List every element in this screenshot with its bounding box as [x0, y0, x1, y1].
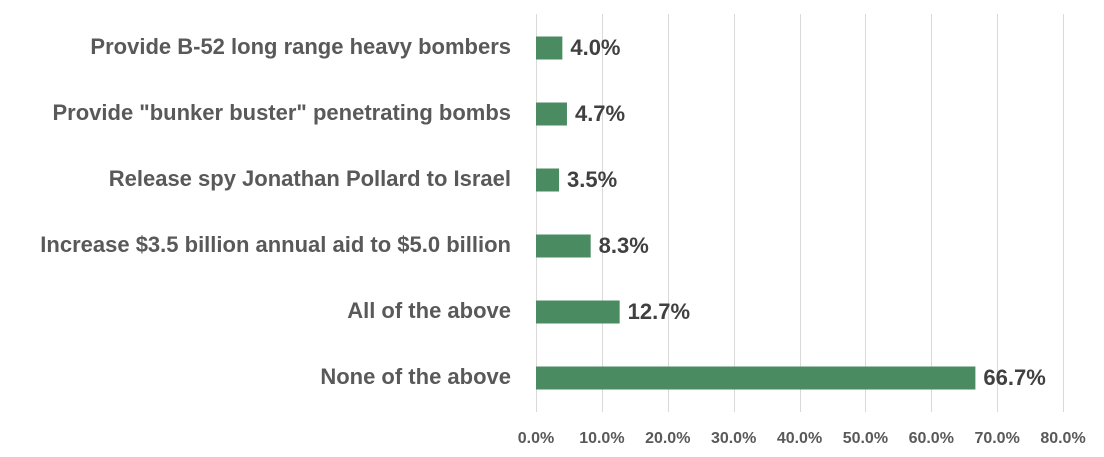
bar-layer — [536, 36, 976, 390]
value-label-3: 8.3% — [599, 233, 649, 258]
category-label-5: None of the above — [320, 364, 511, 389]
category-label-0: Provide B-52 long range heavy bombers — [90, 34, 511, 59]
x-tick-label-3: 30.0% — [711, 430, 756, 447]
bar-5 — [536, 366, 976, 390]
x-tick-label-5: 50.0% — [843, 430, 888, 447]
bar-2 — [536, 168, 560, 192]
value-label-2: 3.5% — [567, 167, 617, 192]
x-tick-label-0: 0.0% — [518, 430, 554, 447]
x-tick-label-2: 20.0% — [645, 430, 690, 447]
category-label-2: Release spy Jonathan Pollard to Israel — [109, 166, 511, 191]
x-tick-label-1: 10.0% — [579, 430, 624, 447]
x-tick-label-4: 40.0% — [777, 430, 822, 447]
x-tick-label-6: 60.0% — [909, 430, 954, 447]
value-label-1: 4.7% — [575, 101, 625, 126]
bar-3 — [536, 234, 591, 258]
value-label-5: 66.7% — [983, 365, 1045, 390]
bar-1 — [536, 102, 567, 126]
value-label-0: 4.0% — [570, 35, 620, 60]
x-tick-label-7: 70.0% — [974, 430, 1019, 447]
category-label-1: Provide "bunker buster" penetrating bomb… — [53, 100, 512, 125]
category-label-3: Increase $3.5 billion annual aid to $5.0… — [40, 232, 511, 257]
category-label-4: All of the above — [347, 298, 511, 323]
bar-4 — [536, 300, 620, 324]
label-layer: Provide B-52 long range heavy bombers 4.0… — [40, 34, 1045, 390]
x-tick-label-8: 80.0% — [1040, 430, 1085, 447]
bar-0 — [536, 36, 563, 60]
x-axis-ticks: 0.0% 10.0% 20.0% 30.0% 40.0% 50.0% 60.0% 70.0% 8… — [518, 430, 1086, 447]
value-label-4: 12.7% — [628, 299, 690, 324]
grid-layer — [536, 14, 1064, 412]
